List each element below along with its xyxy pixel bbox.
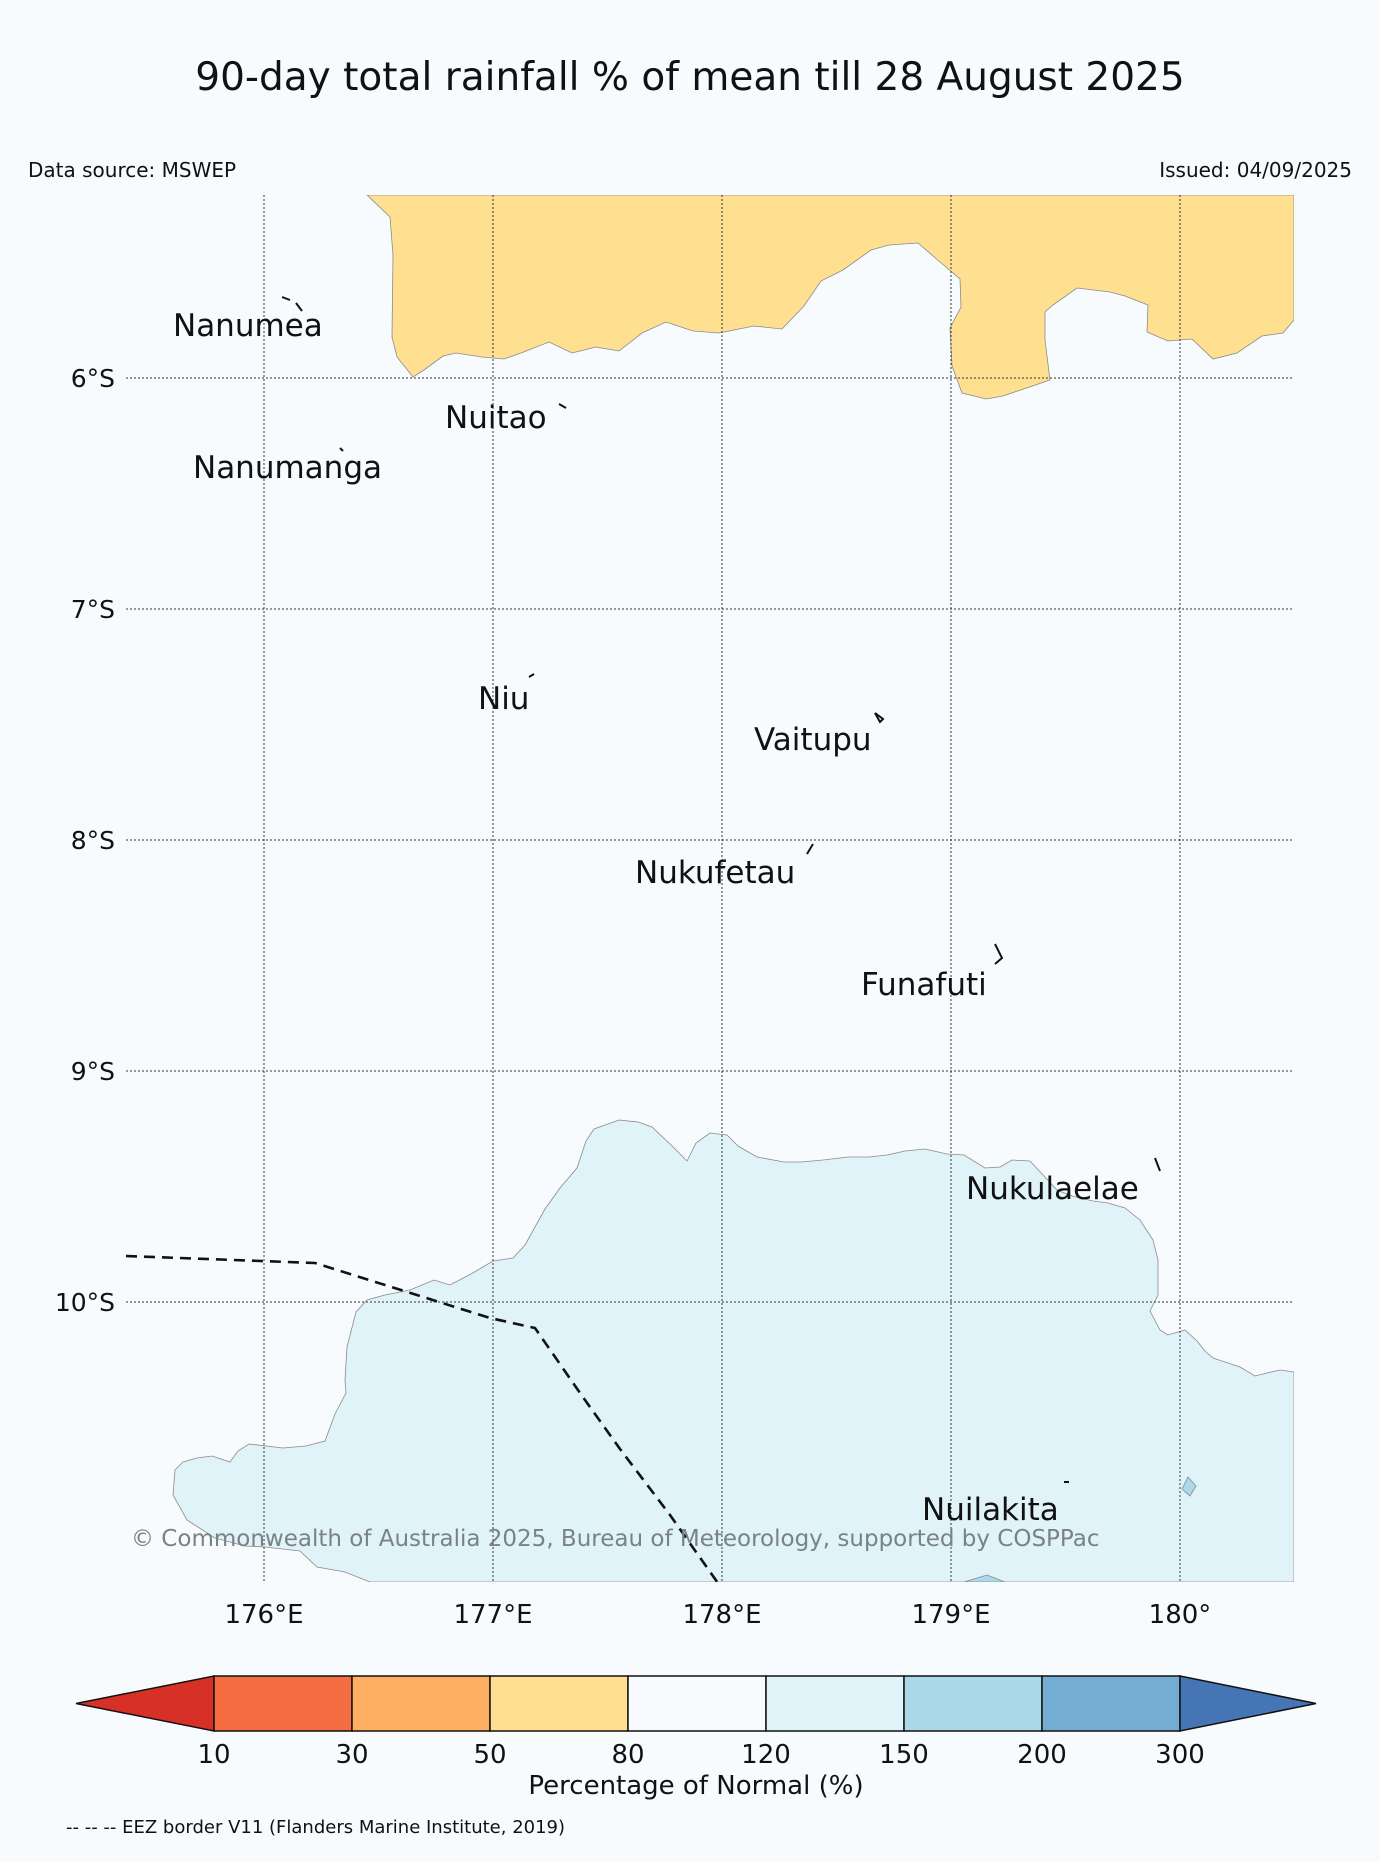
colorbar-tick-label: 120 <box>741 1740 791 1770</box>
wet-region-120-150 <box>172 1119 1294 1582</box>
lon-label: 178°E <box>682 1600 761 1630</box>
colorbar-tick-label: 10 <box>197 1740 230 1770</box>
colorbar-segment <box>213 1675 353 1732</box>
colorbar-label: Percentage of Normal (%) <box>528 1771 863 1801</box>
colorbar-tick-label: 80 <box>611 1740 644 1770</box>
dry-region-50-80 <box>366 195 1294 400</box>
lat-label: 8°S <box>71 826 115 855</box>
island-nukulaelae <box>1154 1157 1161 1172</box>
colorbar-tick-label: 150 <box>879 1740 929 1770</box>
island-nanumanga <box>339 447 344 452</box>
data-source: Data source: MSWEP <box>28 158 237 182</box>
colorbar-segment <box>627 1675 767 1732</box>
colorbar-segment <box>489 1675 629 1732</box>
island-label-nukulaelae: Nukulaelae <box>966 1171 1139 1207</box>
gridlines <box>126 195 1294 1582</box>
colorbar-tick-label: 50 <box>473 1740 506 1770</box>
island-label-funafuti: Funafuti <box>861 967 987 1003</box>
lat-label: 6°S <box>71 364 115 393</box>
colorbar-tick-label: 200 <box>1017 1740 1067 1770</box>
wet-patch-150-200 <box>963 1574 1006 1582</box>
lat-label: 9°S <box>71 1057 115 1086</box>
island-label-vaitupu: Vaitupu <box>754 722 872 758</box>
lon-label: 177°E <box>453 1600 532 1630</box>
island-funafuti <box>994 943 1004 965</box>
colorbar-segment <box>1041 1675 1181 1732</box>
colorbar-extend-high <box>1179 1675 1317 1732</box>
island-nanumea <box>281 296 303 312</box>
island-nukufetau <box>806 843 814 855</box>
colorbar-tick-label: 300 <box>1155 1740 1205 1770</box>
island-vaitupu <box>874 712 885 724</box>
wet-patch-150-200 <box>1181 1476 1197 1497</box>
island-label-niu: Niu <box>478 681 529 717</box>
copyright-notice: © Commonwealth of Australia 2025, Bureau… <box>131 1526 1100 1552</box>
island-label-nanumanga: Nanumanga <box>193 450 382 486</box>
lat-label: 10°S <box>55 1288 115 1317</box>
eez-border <box>126 1254 719 1582</box>
colorbar-tick-label: 30 <box>335 1740 368 1770</box>
lat-label: 7°S <box>71 595 115 624</box>
island-niu <box>528 673 535 678</box>
issued-date: Issued: 04/09/2025 <box>1159 158 1352 182</box>
lon-label: 179°E <box>911 1600 990 1630</box>
island-outlines <box>281 296 1161 1483</box>
lon-label: 176°E <box>224 1600 303 1630</box>
eez-legend-note: -- -- -- EEZ border V11 (Flanders Marine… <box>66 1817 566 1838</box>
island-label-nukufetau: Nukufetau <box>635 855 795 891</box>
colorbar-segment <box>903 1675 1043 1732</box>
map-title: 90-day total rainfall % of mean till 28 … <box>195 55 1185 100</box>
island-nuitao <box>558 403 567 409</box>
island-label-nanumea: Nanumea <box>173 308 323 344</box>
island-label-nuitao: Nuitao <box>445 400 547 436</box>
island-label-nuilakita: Nuilakita <box>922 1492 1059 1528</box>
colorbar-segment <box>765 1675 905 1732</box>
colorbar <box>75 1675 1317 1732</box>
lon-label: 180° <box>1149 1600 1212 1630</box>
colorbar-extend-low <box>75 1675 215 1732</box>
colorbar-segment <box>351 1675 491 1732</box>
